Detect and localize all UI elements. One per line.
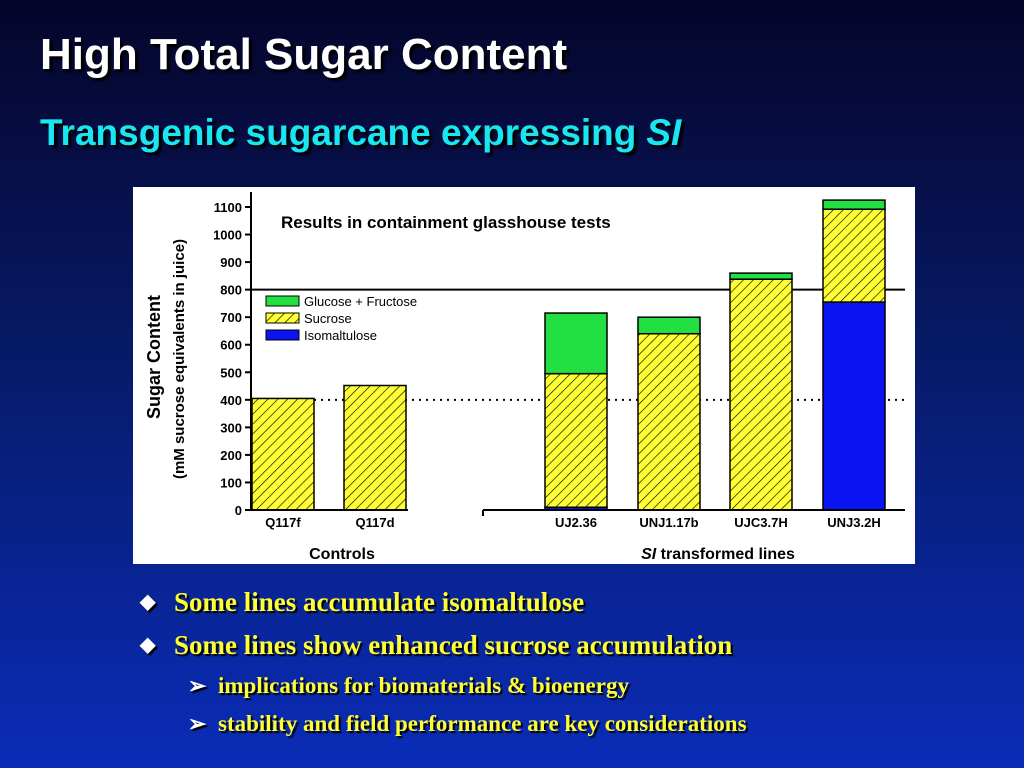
y-tick-label: 800 bbox=[220, 283, 242, 298]
y-axis-label: Sugar Content bbox=[144, 295, 164, 419]
x-tick-label: UNJ1.17b bbox=[639, 515, 698, 530]
bar-sucrose bbox=[544, 372, 608, 508]
y-tick-label: 300 bbox=[220, 420, 242, 435]
bullet-item: ◆ Some lines accumulate isomaltulose bbox=[140, 584, 747, 627]
legend-label: Isomaltulose bbox=[304, 328, 377, 343]
y-tick-label: 600 bbox=[220, 338, 242, 353]
chart-annotation: Results in containment glasshouse tests bbox=[281, 213, 611, 232]
y-tick-label: 700 bbox=[220, 310, 242, 325]
diamond-bullet-icon: ◆ bbox=[140, 591, 156, 613]
y-tick-label: 900 bbox=[220, 255, 242, 270]
bar-sucrose bbox=[637, 332, 701, 511]
group-label-transformed: SI transformed lines bbox=[641, 546, 795, 563]
arrow-bullet-icon: ➢ bbox=[188, 673, 207, 698]
x-tick-label: UJC3.7H bbox=[734, 515, 787, 530]
bar-glucose-fructose bbox=[729, 272, 793, 280]
y-axis-label-units: (mM sucrose equivalents in juice) bbox=[171, 239, 188, 479]
subtitle-gene: SI bbox=[646, 112, 682, 153]
group-label-gene: SI bbox=[641, 546, 657, 563]
y-tick-label: 1000 bbox=[213, 228, 242, 243]
y-tick-label: 200 bbox=[220, 448, 242, 463]
bar-sucrose bbox=[729, 278, 793, 511]
y-tick-label: 0 bbox=[235, 503, 242, 518]
slide-subtitle: Transgenic sugarcane expressing SI bbox=[40, 112, 681, 154]
arrow-bullet-icon: ➢ bbox=[188, 711, 207, 736]
x-tick-label: UNJ3.2H bbox=[827, 515, 880, 530]
y-tick-label: 1100 bbox=[214, 200, 242, 215]
legend-swatch-glucose-fructose bbox=[265, 295, 300, 307]
legend-label: Sucrose bbox=[304, 311, 352, 326]
bullet-text: stability and field performance are key … bbox=[218, 711, 747, 736]
y-tick-label: 500 bbox=[220, 365, 242, 380]
x-tick-label: Q117f bbox=[265, 515, 301, 530]
chart-panel: 0 100 200 300 400 500 600 700 800 900 1000 1100 Suga… bbox=[133, 187, 915, 564]
bar-isomaltulose bbox=[822, 301, 886, 511]
y-tick-label: 100 bbox=[220, 475, 242, 490]
legend-label: Glucose + Fructose bbox=[304, 294, 417, 309]
group-label-controls: Controls bbox=[309, 546, 375, 563]
bullet-text: Some lines accumulate isomaltulose bbox=[174, 587, 585, 617]
bullet-text: Some lines show enhanced sucrose accumul… bbox=[174, 630, 733, 660]
sub-bullet-item: ➢ stability and field performance are key… bbox=[140, 708, 747, 746]
x-tick-label: UJ2.36 bbox=[555, 515, 597, 530]
bar-sucrose bbox=[343, 384, 407, 511]
bullet-item: ◆ Some lines show enhanced sucrose accumu… bbox=[140, 627, 747, 670]
y-tick-label: 400 bbox=[220, 393, 242, 408]
bar-glucose-fructose bbox=[822, 199, 886, 210]
subtitle-text: Transgenic sugarcane expressing bbox=[40, 112, 637, 153]
diamond-bullet-icon: ◆ bbox=[140, 634, 156, 656]
sub-bullet-item: ➢ implications for biomaterials & bioener… bbox=[140, 670, 747, 708]
bar-sucrose bbox=[822, 208, 886, 303]
legend-swatch-isomaltulose bbox=[265, 329, 300, 341]
bullet-list: ◆ Some lines accumulate isomaltulose ◆ Som… bbox=[140, 584, 747, 746]
x-tick-label: Q117d bbox=[355, 515, 394, 530]
bar-glucose-fructose bbox=[637, 316, 701, 335]
sugar-content-chart: 0 100 200 300 400 500 600 700 800 900 1000 1100 Suga… bbox=[144, 192, 905, 563]
bullet-text: implications for biomaterials & bioenerg… bbox=[218, 673, 629, 698]
legend-swatch-sucrose bbox=[265, 312, 300, 324]
bar-glucose-fructose bbox=[544, 312, 608, 375]
slide-title: High Total Sugar Content bbox=[40, 30, 568, 79]
group-label-text: transformed lines bbox=[656, 546, 795, 563]
bar-sucrose bbox=[251, 397, 315, 511]
